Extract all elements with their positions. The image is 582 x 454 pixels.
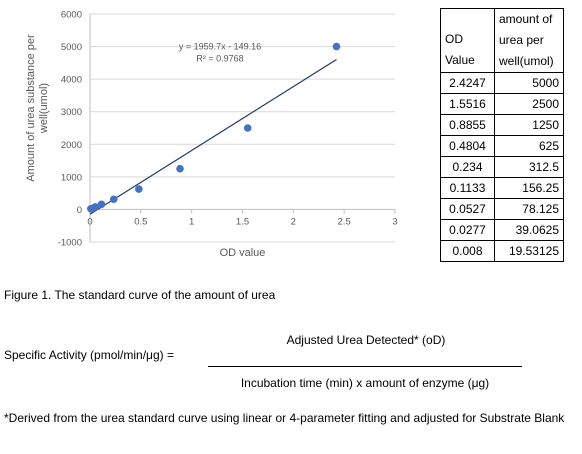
amount-cell: 2500 xyxy=(494,93,564,115)
y-axis-label: Amount of urea substance perwell(umol) xyxy=(25,34,50,182)
od-value-cell: 0.1133 xyxy=(440,177,495,199)
formula-numerator: Adjusted Urea Detected* (oD) xyxy=(286,333,446,347)
y-tick-labels: -1000 0 1000 2000 3000 4000 5000 6000 xyxy=(58,10,82,249)
y-tick-label: 6000 xyxy=(61,10,82,21)
amount-cell: 78.125 xyxy=(494,198,564,220)
trendline xyxy=(89,59,337,215)
x-tick-label: 1.5 xyxy=(236,216,249,227)
x-tick-label: 2 xyxy=(291,216,296,227)
standard-curve-chart: -1000 0 1000 2000 3000 4000 5000 6000 0 0.5 1 1.5 2… xyxy=(25,10,398,260)
table-row: 0.1133 156.25 xyxy=(440,177,564,199)
amount-cell: 1250 xyxy=(494,114,564,136)
data-point xyxy=(87,204,95,213)
y-tick-label: 1000 xyxy=(61,172,82,183)
data-point xyxy=(176,164,184,173)
chart-gridlines xyxy=(90,13,395,243)
data-point xyxy=(109,195,118,204)
chart-axes xyxy=(89,14,396,242)
figure-caption: Figure 1. The standard curve of the amou… xyxy=(4,288,276,302)
data-point xyxy=(97,200,106,209)
header-amount-urea: amount of urea per well(umol) xyxy=(494,8,564,73)
x-tick-label: 0 xyxy=(87,216,92,227)
y-tick-label: 0 xyxy=(77,205,82,216)
amount-cell: 19.53125 xyxy=(494,240,564,262)
formula-denominator: Incubation time (min) x amount of enzyme… xyxy=(240,376,490,390)
y-tick-label: 3000 xyxy=(61,107,82,118)
od-value-cell: 0.8855 xyxy=(440,114,495,136)
od-value-cell: 0.008 xyxy=(440,240,495,262)
table-row: 0.4804 625 xyxy=(440,135,564,157)
fraction-bar xyxy=(208,366,522,367)
amount-cell: 625 xyxy=(494,135,564,157)
data-points xyxy=(87,42,341,213)
od-value-cell: 0.234 xyxy=(440,156,495,178)
table-row: 1.5516 2500 xyxy=(440,93,564,115)
x-tick-label: 0.5 xyxy=(134,216,147,227)
footnote: *Derived from the urea standard curve us… xyxy=(4,411,565,425)
r-squared-label: R² = 0.9768 xyxy=(196,54,243,64)
x-tick-label: 2.5 xyxy=(338,216,351,227)
amount-cell: 312.5 xyxy=(494,156,564,178)
od-value-cell: 0.0277 xyxy=(440,219,495,241)
data-point xyxy=(135,185,143,193)
trendline-equation: y = 1959.7x - 149.16 xyxy=(179,42,261,52)
table-row: 0.0277 39.0625 xyxy=(440,219,564,241)
amount-cell: 156.25 xyxy=(494,177,564,199)
table-row: 0.8855 1250 xyxy=(440,114,564,136)
x-tick-label: 3 xyxy=(392,216,397,227)
od-value-cell: 0.0527 xyxy=(440,198,495,220)
table-row: 0.0527 78.125 xyxy=(440,198,564,220)
table-row: 2.4247 5000 xyxy=(440,72,564,94)
od-value-cell: 1.5516 xyxy=(440,93,495,115)
amount-cell: 5000 xyxy=(494,72,564,94)
formula-label: Specific Activity (pmol/min/μg) = xyxy=(4,348,174,362)
y-tick-label: 4000 xyxy=(61,75,82,86)
od-value-cell: 0.4804 xyxy=(440,135,495,157)
x-tick-label: 1 xyxy=(189,216,194,227)
table-row: 0.234 312.5 xyxy=(440,156,564,178)
od-value-cell: 2.4247 xyxy=(440,72,495,94)
amount-cell: 39.0625 xyxy=(494,219,564,241)
table-row: 0.008 19.53125 xyxy=(440,240,564,262)
y-tick-label: 5000 xyxy=(61,42,82,53)
data-point xyxy=(243,124,252,132)
header-od-value: OD Value xyxy=(440,8,495,73)
x-tick-labels: 0 0.5 1 1.5 2 2.5 3 xyxy=(87,216,397,227)
data-point xyxy=(332,42,341,51)
x-axis-label: OD value xyxy=(220,247,266,259)
od-standard-table: OD Value amount of urea per well(umol) 2.42… xyxy=(440,8,564,262)
y-tick-label: 2000 xyxy=(61,140,82,151)
y-tick-label: -1000 xyxy=(58,238,82,249)
table-header-row: OD Value amount of urea per well(umol) xyxy=(440,8,564,73)
